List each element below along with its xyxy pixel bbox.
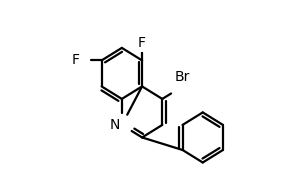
Text: F: F <box>138 36 146 50</box>
Text: N: N <box>109 118 120 132</box>
Text: Br: Br <box>175 70 190 84</box>
Text: F: F <box>71 53 79 67</box>
